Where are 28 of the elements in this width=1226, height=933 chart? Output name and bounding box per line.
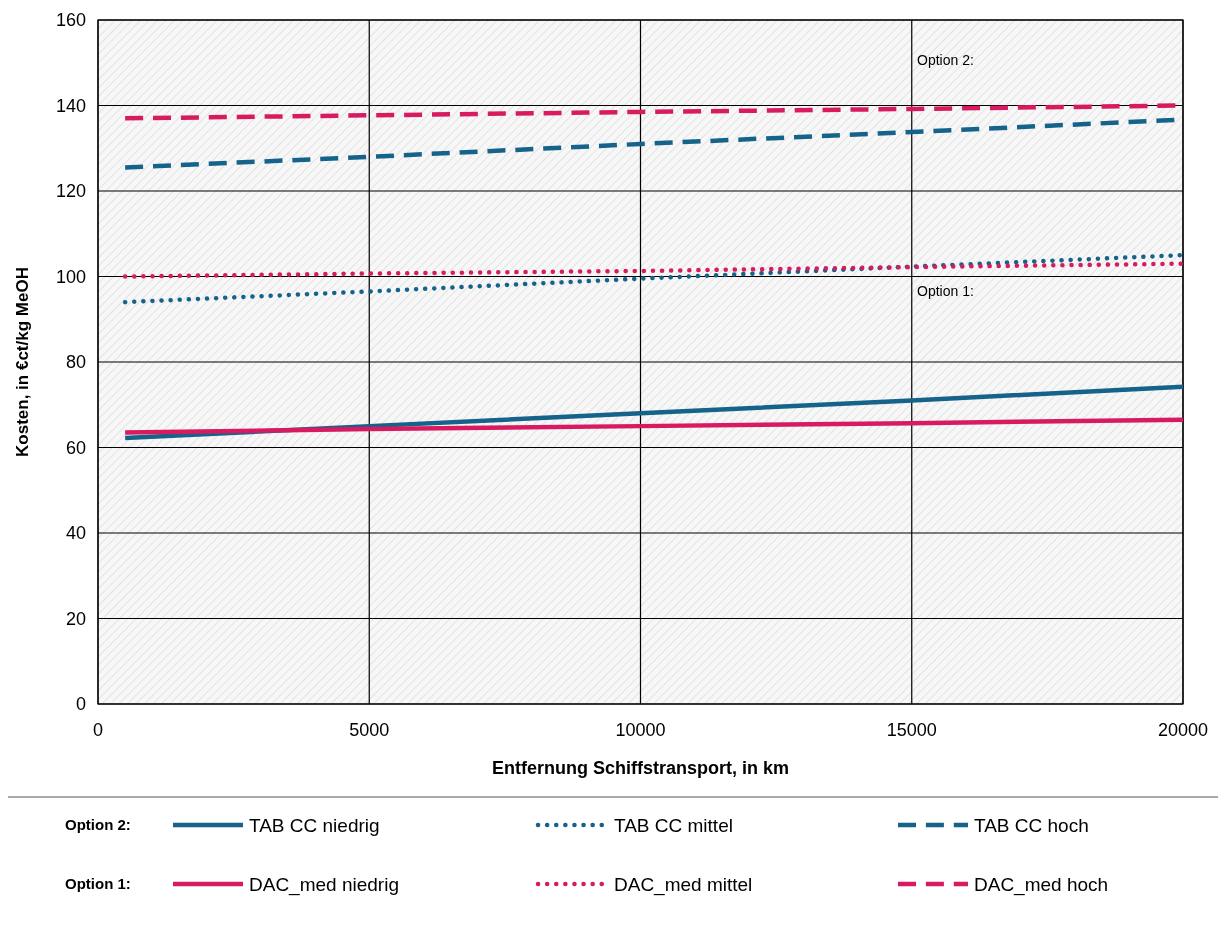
- text: Option 1:: [65, 875, 131, 893]
- y-tick-label: 100: [55, 266, 86, 287]
- legend-label: DAC_med niedrig: [249, 873, 399, 896]
- y-tick-label: 20: [65, 608, 86, 629]
- y-axis-title: Kosten, in €ct/kg MeOH: [13, 267, 32, 457]
- legend-label: TAB CC mittel: [614, 814, 733, 836]
- y-tick-label: 60: [65, 437, 86, 458]
- x-axis-title: Entfernung Schiffstransport, in km: [491, 758, 790, 778]
- text: Option 2:: [65, 816, 131, 834]
- legend-label: DAC_med mittel: [614, 873, 753, 896]
- line-series: [122, 417, 1186, 435]
- legend-label: DAC_med hoch: [974, 873, 1109, 896]
- y-tick-label: 80: [65, 352, 86, 373]
- y-tick-label: 160: [55, 10, 86, 31]
- legend-label: TAB CC hoch: [974, 814, 1089, 836]
- x-tick-label: 5000: [349, 720, 390, 740]
- y-tick-label: 0: [75, 694, 86, 715]
- x-tick-label: 10000: [615, 720, 666, 740]
- x-tick-label: 20000: [1157, 720, 1209, 740]
- y-tick-label: 40: [65, 523, 86, 544]
- annotation: Option 1:: [917, 282, 974, 299]
- y-tick-label: 140: [55, 95, 86, 116]
- y-tick-label: 120: [55, 181, 86, 202]
- x-tick-label: 0: [92, 720, 104, 740]
- legend-label: TAB CC niedrig: [249, 814, 380, 836]
- annotation: Option 2:: [917, 51, 974, 68]
- line-series: [122, 261, 1186, 279]
- x-tick-label: 15000: [886, 720, 937, 740]
